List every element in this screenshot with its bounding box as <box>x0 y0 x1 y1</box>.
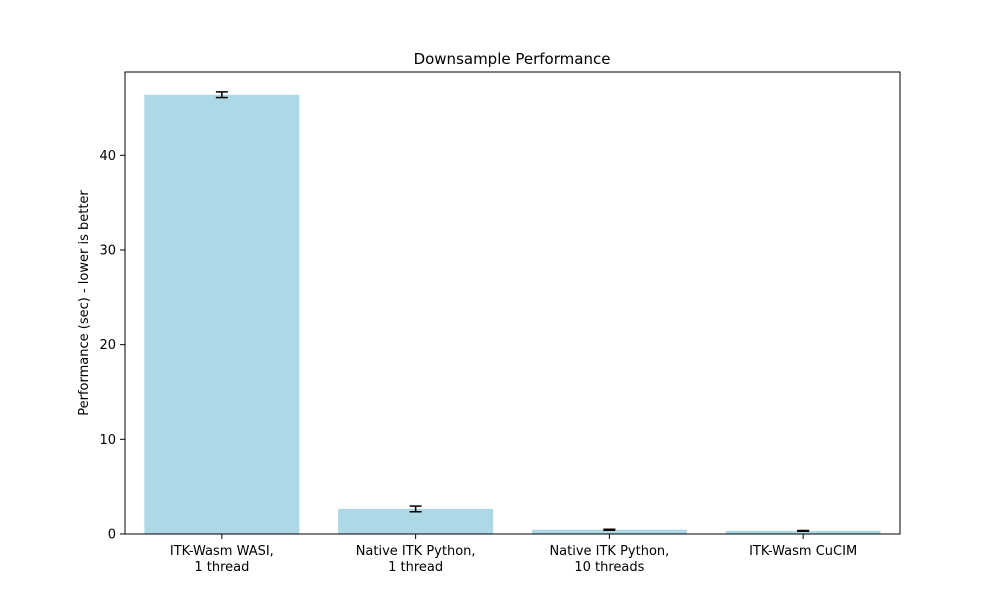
x-tick-label-line: ITK-Wasm WASI, <box>170 544 274 559</box>
y-tick-label-1: 10 <box>99 433 116 448</box>
y-tick-label-0: 0 <box>108 528 116 543</box>
x-tick-label-3: ITK-Wasm CuCIM <box>749 544 857 559</box>
axes-frame <box>124 71 901 535</box>
x-tick-label-0: ITK-Wasm WASI, 1 thread <box>170 544 274 575</box>
chart-title: Downsample Performance <box>414 50 611 68</box>
x-tick-label-1: Native ITK Python, 1 thread <box>356 544 476 575</box>
bar-0 <box>144 94 300 534</box>
x-tick-label-line: 1 thread <box>194 560 249 575</box>
y-tick-label-4: 40 <box>99 149 116 164</box>
y-axis-label: Performance (sec) - lower is better <box>77 190 92 416</box>
bar-2 <box>531 529 687 534</box>
x-tick-label-line: 1 thread <box>388 560 443 575</box>
bar-3 <box>725 530 881 534</box>
x-tick-label-2: Native ITK Python, 10 threads <box>549 544 669 575</box>
x-tick-label-line: Native ITK Python, <box>356 544 476 559</box>
y-tick-label-3: 30 <box>99 243 116 258</box>
y-tick-label-2: 20 <box>99 338 116 353</box>
x-tick-label-line: Native ITK Python, <box>549 544 669 559</box>
x-tick-label-line: ITK-Wasm CuCIM <box>749 544 857 559</box>
x-tick-label-line: 10 threads <box>574 560 644 575</box>
bar-1 <box>338 508 494 534</box>
